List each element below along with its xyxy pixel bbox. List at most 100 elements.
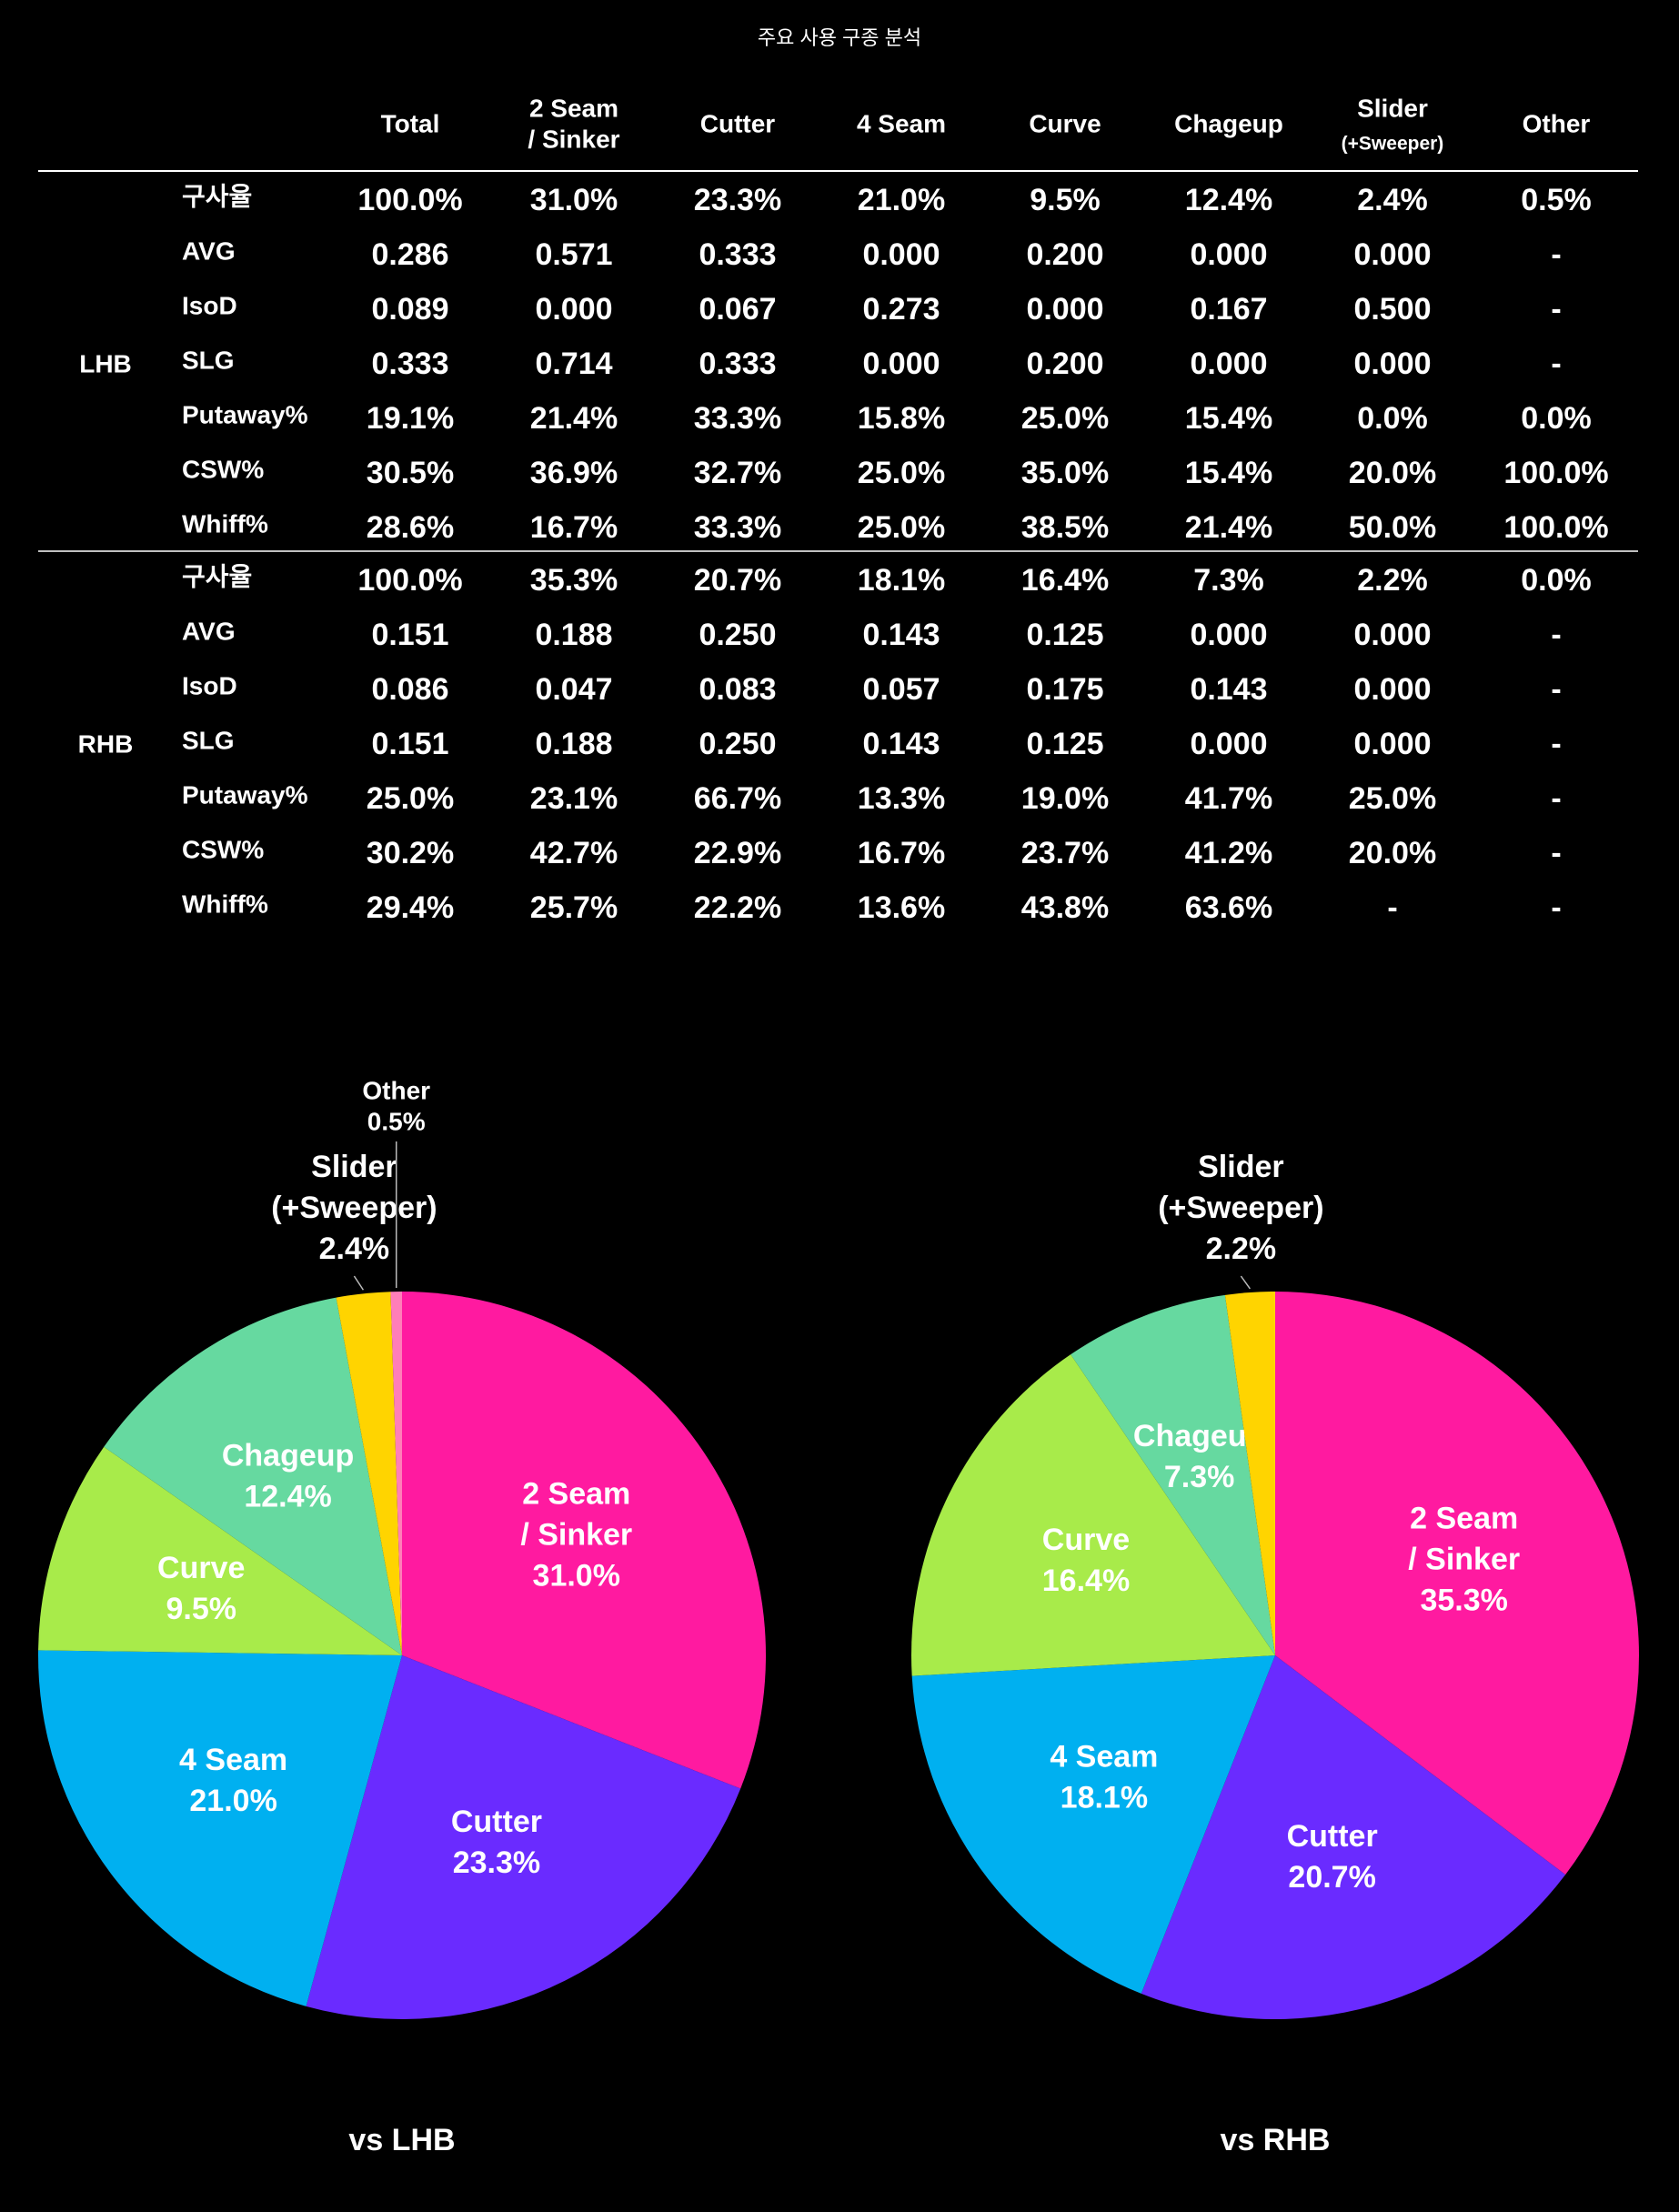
slice-value-label: 31.0% — [533, 1558, 620, 1593]
table-cell: 23.7% — [1021, 836, 1109, 870]
table-cell: 25.0% — [858, 510, 945, 545]
slice-label: / Sinker — [520, 1517, 632, 1552]
table-cell: 0.000 — [1353, 672, 1431, 707]
slice-label: / Sinker — [1408, 1543, 1520, 1577]
slice-label: Chageup — [222, 1438, 354, 1473]
table-cell: 0.273 — [862, 292, 940, 327]
slice-label: Cutter — [1287, 1819, 1378, 1854]
table-cell: 13.6% — [858, 890, 945, 925]
table-cell: 0.086 — [371, 672, 448, 707]
table-cell: 0.000 — [535, 292, 612, 327]
table-cell: 20.7% — [694, 563, 781, 598]
slice-value-label: 0.5% — [367, 1107, 426, 1135]
row-label: SLG — [182, 346, 235, 374]
leader-line — [1240, 1275, 1251, 1290]
slice-label: Slider — [311, 1150, 397, 1184]
table-cell: 0.188 — [535, 727, 612, 761]
row-label: IsoD — [182, 291, 237, 319]
table-cell: 25.0% — [858, 456, 945, 490]
pie-slice — [38, 1446, 403, 1655]
row-label: IsoD — [182, 671, 237, 699]
table-cell: 29.4% — [367, 890, 454, 925]
group-label: RHB — [78, 729, 134, 758]
column-header: Cutter — [700, 109, 776, 137]
slice-label: Other — [362, 1076, 430, 1104]
table-cell: 0.143 — [862, 618, 940, 652]
row-label: Putaway% — [182, 780, 308, 809]
table-cell: - — [1551, 347, 1561, 381]
table-cell: 0.714 — [535, 347, 612, 381]
table-cell: 31.0% — [530, 183, 618, 217]
pie-slice — [911, 1354, 1275, 1676]
table-cell: 15.8% — [858, 401, 945, 436]
table-cell: 100.0% — [1503, 510, 1608, 545]
table-cell: 25.0% — [1349, 781, 1436, 816]
table-cell: 0.5% — [1521, 183, 1592, 217]
row-label: Whiff% — [182, 509, 268, 538]
table-cell: 19.0% — [1021, 781, 1109, 816]
table-cell: 0.000 — [1353, 618, 1431, 652]
slice-value-label: 2.4% — [319, 1232, 390, 1266]
pie-slice — [1275, 1292, 1640, 1875]
table-cell: 22.2% — [694, 890, 781, 925]
table-cell: 100.0% — [357, 563, 462, 598]
column-header: Curve — [1029, 109, 1101, 137]
slice-label: Slider — [1198, 1150, 1283, 1184]
table-cell: 32.7% — [694, 456, 781, 490]
table-cell: 0.125 — [1026, 727, 1103, 761]
slice-value-label: 21.0% — [189, 1784, 276, 1818]
table-cell: 0.500 — [1353, 292, 1431, 327]
chart-title: vs RHB — [1221, 2123, 1331, 2157]
table-cell: 23.3% — [694, 183, 781, 217]
table-cell: 7.3% — [1193, 563, 1264, 598]
leader-line — [353, 1275, 365, 1291]
table-cell: 35.0% — [1021, 456, 1109, 490]
table-cell: - — [1551, 727, 1561, 761]
table-cell: 0.057 — [862, 672, 940, 707]
table-cell: 23.1% — [530, 781, 618, 816]
table-cell: 30.2% — [367, 836, 454, 870]
column-header: 2 Seam — [529, 94, 618, 122]
column-header: Total — [381, 109, 440, 137]
column-header: (+Sweeper) — [1342, 134, 1444, 155]
table-cell: 0.0% — [1521, 401, 1592, 436]
column-header: 4 Seam — [857, 109, 946, 137]
table-cell: 30.5% — [367, 456, 454, 490]
table-cell: 0.333 — [699, 347, 776, 381]
table-cell: 0.286 — [371, 237, 448, 272]
table-cell: 13.3% — [858, 781, 945, 816]
table-cell: - — [1551, 618, 1561, 652]
pie-slice — [390, 1292, 402, 1655]
table-cell: 0.175 — [1026, 672, 1103, 707]
page-title: 주요 사용 구종 분석 — [758, 26, 921, 49]
table-cell: 0.333 — [699, 237, 776, 272]
table-cell: 0.143 — [1190, 672, 1267, 707]
slice-value-label: 35.3% — [1420, 1584, 1507, 1618]
table-cell: 0.125 — [1026, 618, 1103, 652]
table-cell: 12.4% — [1185, 183, 1272, 217]
table-cell: 2.2% — [1357, 563, 1428, 598]
table-cell: 0.000 — [862, 347, 940, 381]
row-label: 구사율 — [182, 562, 252, 590]
table-cell: 43.8% — [1021, 890, 1109, 925]
table-cell: 21.4% — [530, 401, 618, 436]
table-cell: 28.6% — [367, 510, 454, 545]
column-header: Slider — [1357, 94, 1428, 122]
table-cell: 0.000 — [1190, 347, 1267, 381]
table-cell: 16.7% — [858, 836, 945, 870]
table-cell: 0.143 — [862, 727, 940, 761]
table-cell: 100.0% — [357, 183, 462, 217]
table-cell: - — [1551, 672, 1561, 707]
table-cell: 0.000 — [1026, 292, 1103, 327]
row-label: CSW% — [182, 455, 264, 483]
table-cell: 0.089 — [371, 292, 448, 327]
slice-label: (+Sweeper) — [271, 1191, 437, 1225]
table-cell: 63.6% — [1185, 890, 1272, 925]
pie-slice — [336, 1292, 402, 1655]
slice-label: 4 Seam — [179, 1743, 287, 1777]
table-cell: 0.571 — [535, 237, 612, 272]
table-cell: 33.3% — [694, 510, 781, 545]
table-cell: 0.167 — [1190, 292, 1267, 327]
